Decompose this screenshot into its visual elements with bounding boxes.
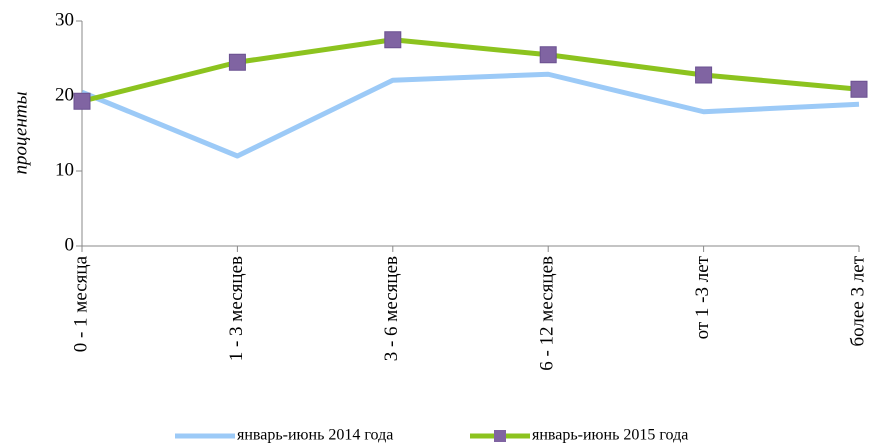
x-tick-label: 0 - 1 месяца (70, 255, 91, 352)
series-line (81, 71, 860, 159)
marker (228, 53, 246, 71)
x-tick-label: 3 - 6 месяцев (381, 256, 402, 361)
marker (539, 46, 557, 64)
y-axis-label: проценты (10, 91, 31, 174)
series-line (81, 37, 860, 104)
marker (695, 66, 713, 84)
legend-marker (494, 430, 506, 442)
y-tick-label: 10 (55, 159, 74, 180)
x-tick-label: 1 - 3 месяцев (226, 256, 247, 361)
y-tick-label: 20 (55, 84, 74, 105)
legend-label: январь-июнь 2014 года (237, 427, 393, 444)
marker (73, 92, 91, 110)
x-tick-label: от 1 -3 лет (692, 255, 713, 339)
legend-label: январь-июнь 2015 года (532, 427, 688, 444)
x-tick-label: более 3 лет (847, 255, 868, 346)
x-tick-label: 6 - 12 месяцев (537, 256, 558, 371)
y-tick-label: 0 (65, 234, 75, 255)
y-tick-label: 30 (55, 9, 74, 30)
marker (850, 80, 868, 98)
marker (384, 31, 402, 49)
